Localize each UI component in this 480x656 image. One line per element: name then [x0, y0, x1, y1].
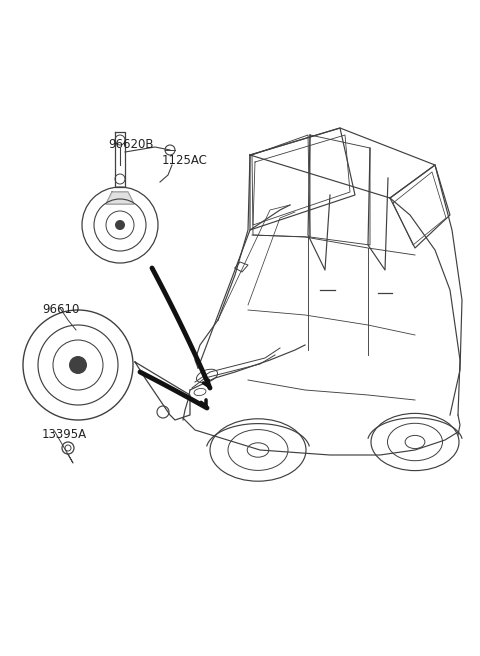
Circle shape: [115, 220, 125, 230]
Text: 96620B: 96620B: [108, 138, 154, 151]
Text: 96610: 96610: [42, 303, 79, 316]
Text: 13395A: 13395A: [42, 428, 87, 441]
Text: 1125AC: 1125AC: [162, 154, 208, 167]
Polygon shape: [106, 192, 134, 204]
Circle shape: [69, 356, 87, 374]
